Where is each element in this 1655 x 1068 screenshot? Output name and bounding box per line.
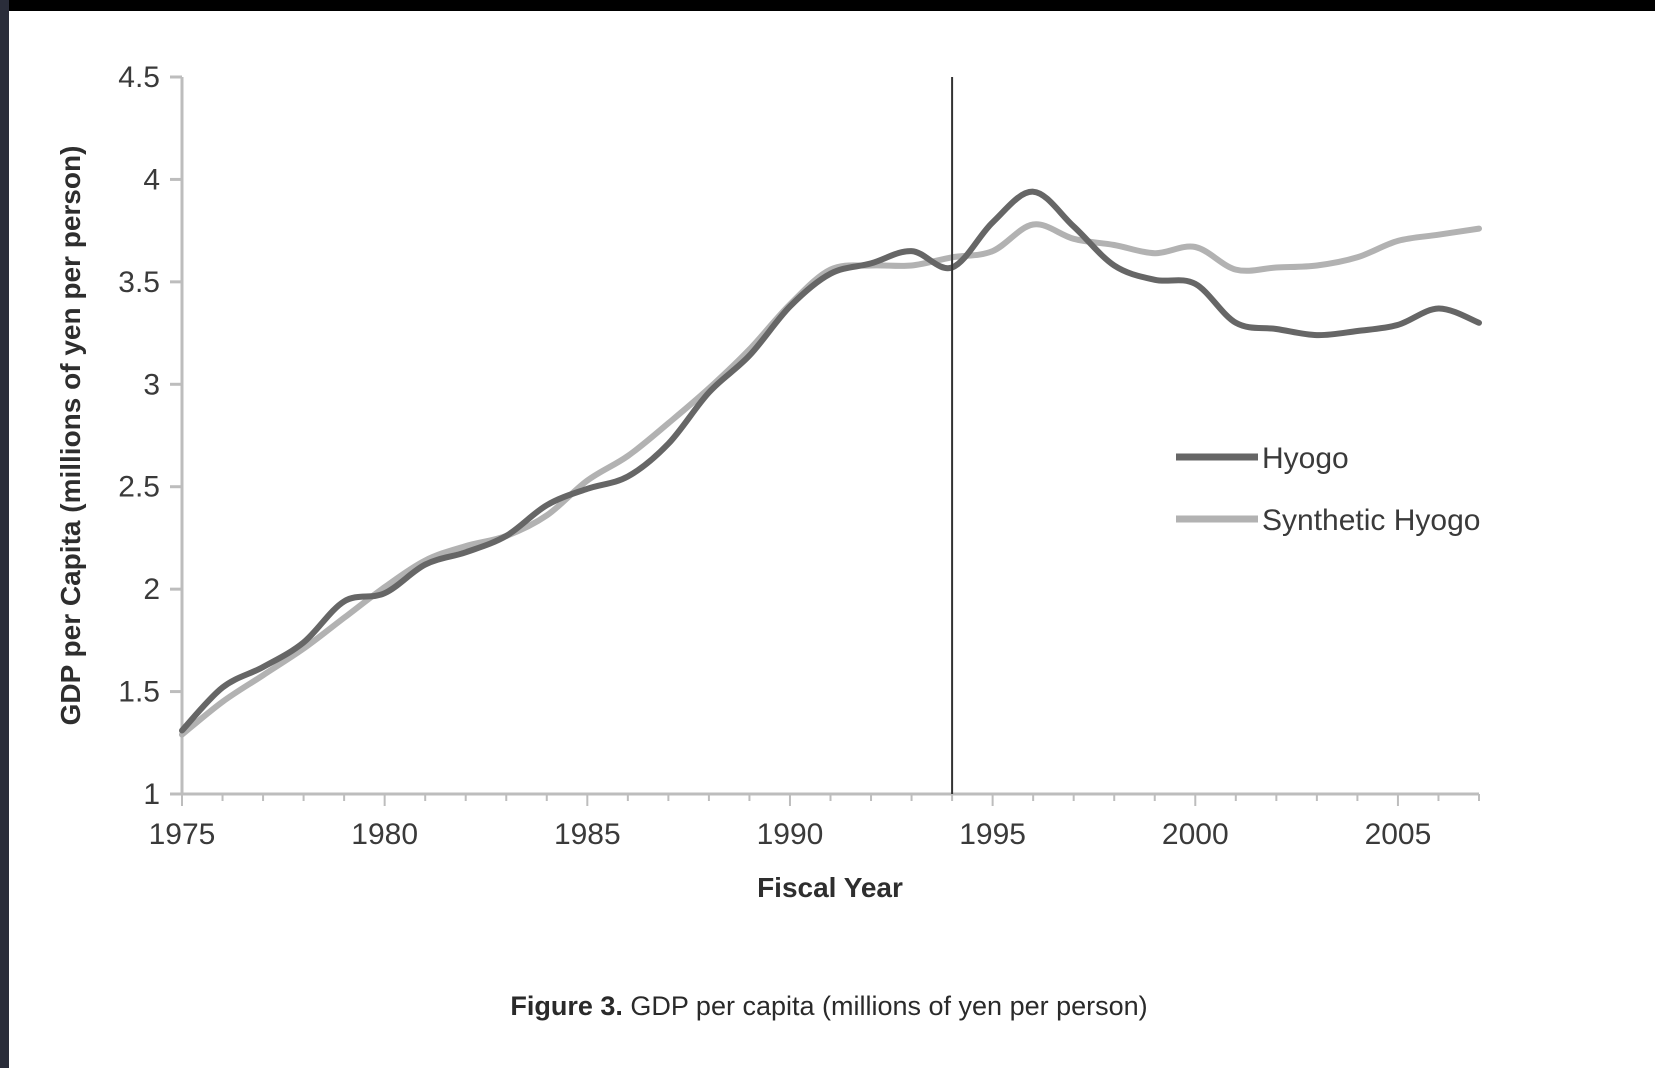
- y-tick-label: 2: [143, 573, 160, 606]
- figure-caption: Figure 3. GDP per capita (millions of ye…: [9, 991, 1649, 1022]
- figure-caption-text: GDP per capita (millions of yen per pers…: [630, 991, 1148, 1021]
- x-tick-label: 1975: [149, 818, 216, 851]
- legend-label-hyogo: Hyogo: [1262, 442, 1349, 475]
- x-tick-label: 1995: [959, 818, 1026, 851]
- line-chart: 1 1.5 2 2.5 3 3.5 4 4.5 1975 1980 1985 1990 1995 200…: [55, 61, 1482, 903]
- x-axis-title: Fiscal Year: [757, 872, 903, 903]
- x-tick-label: 1990: [757, 818, 824, 851]
- series-lines: [179, 188, 1482, 738]
- x-tick-label: 2000: [1162, 818, 1229, 851]
- synthetic-hyogo-series-line: [179, 221, 1482, 738]
- x-tick-label: 1980: [351, 818, 418, 851]
- y-tick-label: 4: [143, 163, 160, 196]
- legend: Hyogo Synthetic Hyogo: [1176, 442, 1480, 537]
- x-tick-label: 1985: [554, 818, 621, 851]
- y-axis: 1 1.5 2 2.5 3 3.5 4 4.5: [118, 61, 184, 811]
- x-axis: 1975 1980 1985 1990 1995 2000 2005: [149, 792, 1480, 851]
- screen-edge-strip: [0, 0, 9, 1068]
- y-tick-label: 1.5: [118, 676, 160, 709]
- figure-panel: 1 1.5 2 2.5 3 3.5 4 4.5 1975 1980 1985 1990 1995 200…: [9, 11, 1655, 1068]
- figure-caption-label: Figure 3.: [510, 991, 623, 1021]
- hyogo-series-line: [179, 188, 1482, 734]
- y-tick-label: 2.5: [118, 471, 160, 504]
- x-tick-label: 2005: [1365, 818, 1432, 851]
- y-tick-label: 1: [143, 778, 160, 811]
- legend-label-synthetic-hyogo: Synthetic Hyogo: [1262, 504, 1480, 537]
- y-tick-label: 3: [143, 368, 160, 401]
- y-tick-label: 3.5: [118, 266, 160, 299]
- y-tick-label: 4.5: [118, 61, 160, 94]
- y-axis-title: GDP per Capita (millions of yen per pers…: [55, 146, 86, 726]
